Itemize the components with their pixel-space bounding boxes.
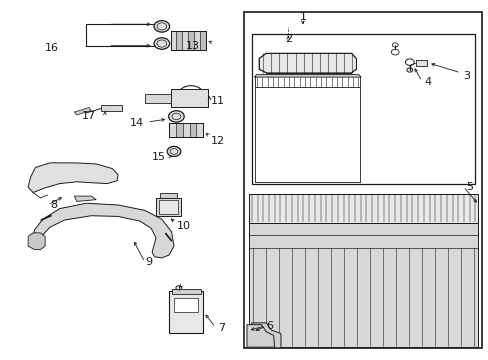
Polygon shape	[251, 323, 281, 348]
Polygon shape	[101, 105, 122, 111]
Circle shape	[154, 21, 169, 32]
Text: 6: 6	[266, 321, 273, 332]
Circle shape	[168, 111, 184, 122]
Polygon shape	[176, 31, 182, 50]
Text: 5: 5	[465, 182, 472, 192]
Text: 13: 13	[186, 41, 200, 51]
Text: 17: 17	[81, 111, 96, 121]
Polygon shape	[249, 194, 477, 223]
Polygon shape	[156, 198, 181, 216]
Polygon shape	[176, 123, 183, 137]
Polygon shape	[171, 289, 201, 294]
Polygon shape	[169, 291, 203, 333]
Polygon shape	[159, 201, 178, 214]
Polygon shape	[28, 163, 118, 193]
Bar	[251, 33, 474, 184]
Polygon shape	[194, 31, 200, 50]
Polygon shape	[246, 325, 274, 347]
Polygon shape	[254, 75, 361, 77]
Polygon shape	[160, 193, 177, 198]
Polygon shape	[249, 223, 477, 347]
Polygon shape	[183, 123, 189, 137]
Polygon shape	[196, 123, 203, 137]
Polygon shape	[174, 298, 198, 312]
Circle shape	[184, 90, 198, 100]
Text: 14: 14	[130, 118, 144, 128]
Polygon shape	[200, 31, 205, 50]
Polygon shape	[249, 332, 273, 347]
Text: 4: 4	[424, 77, 430, 87]
Text: 11: 11	[210, 96, 224, 107]
Text: 9: 9	[144, 257, 152, 267]
Polygon shape	[259, 53, 356, 73]
Text: 10: 10	[176, 221, 190, 231]
Circle shape	[178, 86, 203, 104]
Text: 8: 8	[50, 200, 57, 210]
Text: 2: 2	[284, 34, 291, 44]
Polygon shape	[74, 108, 91, 115]
Polygon shape	[74, 196, 96, 202]
Circle shape	[167, 147, 181, 157]
Polygon shape	[31, 203, 174, 258]
Polygon shape	[144, 94, 170, 103]
Polygon shape	[188, 31, 194, 50]
Polygon shape	[182, 31, 188, 50]
Text: 7: 7	[217, 323, 224, 333]
Bar	[244, 12, 481, 348]
Polygon shape	[28, 233, 45, 249]
Text: 12: 12	[210, 136, 224, 146]
Circle shape	[154, 38, 169, 49]
Text: 3: 3	[462, 71, 469, 81]
Polygon shape	[170, 89, 207, 107]
Text: 1: 1	[299, 13, 305, 22]
Polygon shape	[169, 123, 176, 137]
Circle shape	[176, 286, 182, 290]
Polygon shape	[189, 123, 196, 137]
Text: 15: 15	[152, 152, 166, 162]
Circle shape	[147, 95, 157, 103]
Polygon shape	[415, 60, 426, 66]
Polygon shape	[170, 31, 176, 50]
Text: 16: 16	[45, 43, 59, 53]
